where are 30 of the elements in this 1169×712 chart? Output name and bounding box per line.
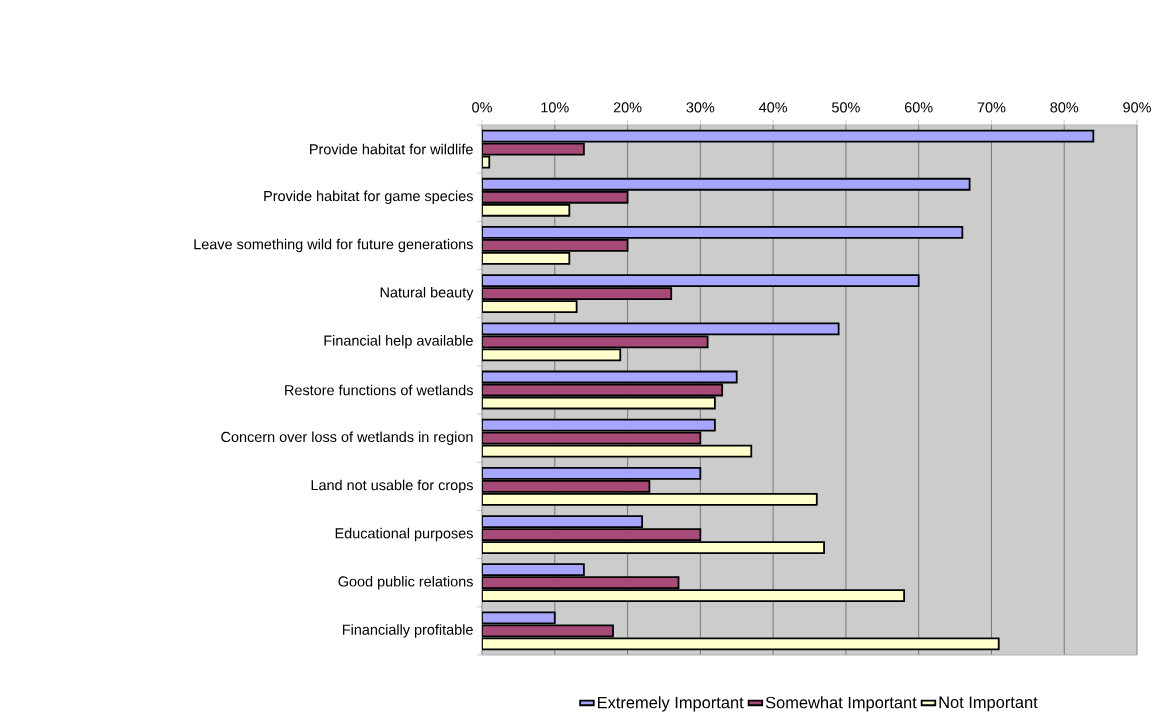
y-tick-label: Good public relations xyxy=(338,575,473,590)
legend-label: Not Important xyxy=(939,696,1038,712)
x-tick-label: 60% xyxy=(904,102,933,113)
x-tick-label: 50% xyxy=(832,102,860,113)
y-tick-label: Provide habitat for wildlife xyxy=(310,143,473,155)
y-tick-label: Land not usable for crops xyxy=(311,479,473,494)
bar xyxy=(482,637,1000,651)
y-tick-label: Financially profitable xyxy=(342,624,473,638)
legend-label: Extremely Important xyxy=(597,696,744,712)
bar xyxy=(482,370,738,384)
x-tick-label: 0% xyxy=(472,102,492,113)
x-tick-label: 80% xyxy=(1050,102,1079,113)
x-tick-label: 30% xyxy=(686,102,715,113)
y-tick-label: Educational purposes xyxy=(335,527,473,542)
y-tick-label: Natural beauty xyxy=(380,286,474,301)
x-tick-label: 40% xyxy=(758,102,788,113)
bar xyxy=(482,624,614,638)
x-tick-label: 90% xyxy=(1123,102,1151,113)
y-tick-label: Concern over loss of wetlands in region xyxy=(221,431,473,445)
y-tick-label: Financial help available xyxy=(324,335,473,349)
y-tick-label: Leave something wild for future generations xyxy=(194,238,473,253)
x-tick-label: 20% xyxy=(613,102,642,113)
x-tick-label: 10% xyxy=(541,102,569,113)
y-tick-label: Restore functions of wetlands xyxy=(285,384,473,396)
x-tick-label: 70% xyxy=(977,102,1006,113)
bar xyxy=(482,129,1095,143)
y-tick-label: Provide habitat for game species xyxy=(264,190,473,204)
bar xyxy=(482,383,724,397)
bar xyxy=(482,396,716,410)
legend-label: Somewhat Important xyxy=(765,696,917,712)
